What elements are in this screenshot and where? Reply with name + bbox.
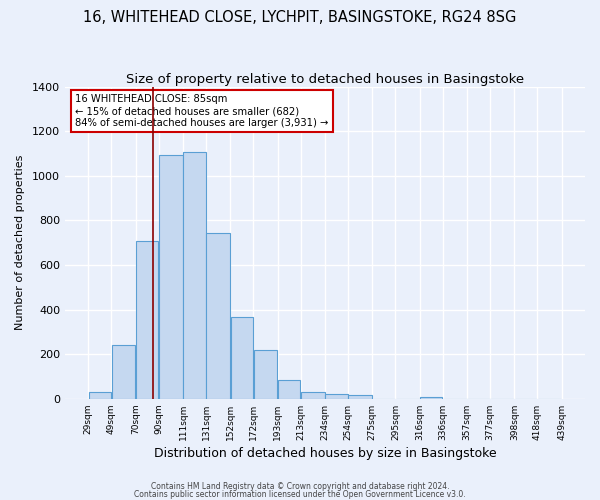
Bar — [230, 318, 253, 399]
Title: Size of property relative to detached houses in Basingstoke: Size of property relative to detached ho… — [126, 72, 524, 86]
Text: 16, WHITEHEAD CLOSE, LYCHPIT, BASINGSTOKE, RG24 8SG: 16, WHITEHEAD CLOSE, LYCHPIT, BASINGSTOK… — [83, 10, 517, 25]
Bar — [349, 396, 372, 399]
Bar — [206, 232, 230, 399]
Bar — [278, 380, 301, 399]
Bar — [254, 350, 277, 399]
Y-axis label: Number of detached properties: Number of detached properties — [15, 155, 25, 330]
Bar — [183, 152, 206, 399]
Bar — [89, 392, 111, 399]
Text: 16 WHITEHEAD CLOSE: 85sqm
← 15% of detached houses are smaller (682)
84% of semi: 16 WHITEHEAD CLOSE: 85sqm ← 15% of detac… — [76, 94, 329, 128]
Text: Contains public sector information licensed under the Open Government Licence v3: Contains public sector information licen… — [134, 490, 466, 499]
Bar — [325, 394, 348, 399]
Bar — [112, 346, 136, 399]
Bar — [301, 392, 325, 399]
Text: Contains HM Land Registry data © Crown copyright and database right 2024.: Contains HM Land Registry data © Crown c… — [151, 482, 449, 491]
Bar — [420, 396, 442, 399]
Bar — [159, 154, 182, 399]
X-axis label: Distribution of detached houses by size in Basingstoke: Distribution of detached houses by size … — [154, 447, 496, 460]
Bar — [136, 240, 158, 399]
